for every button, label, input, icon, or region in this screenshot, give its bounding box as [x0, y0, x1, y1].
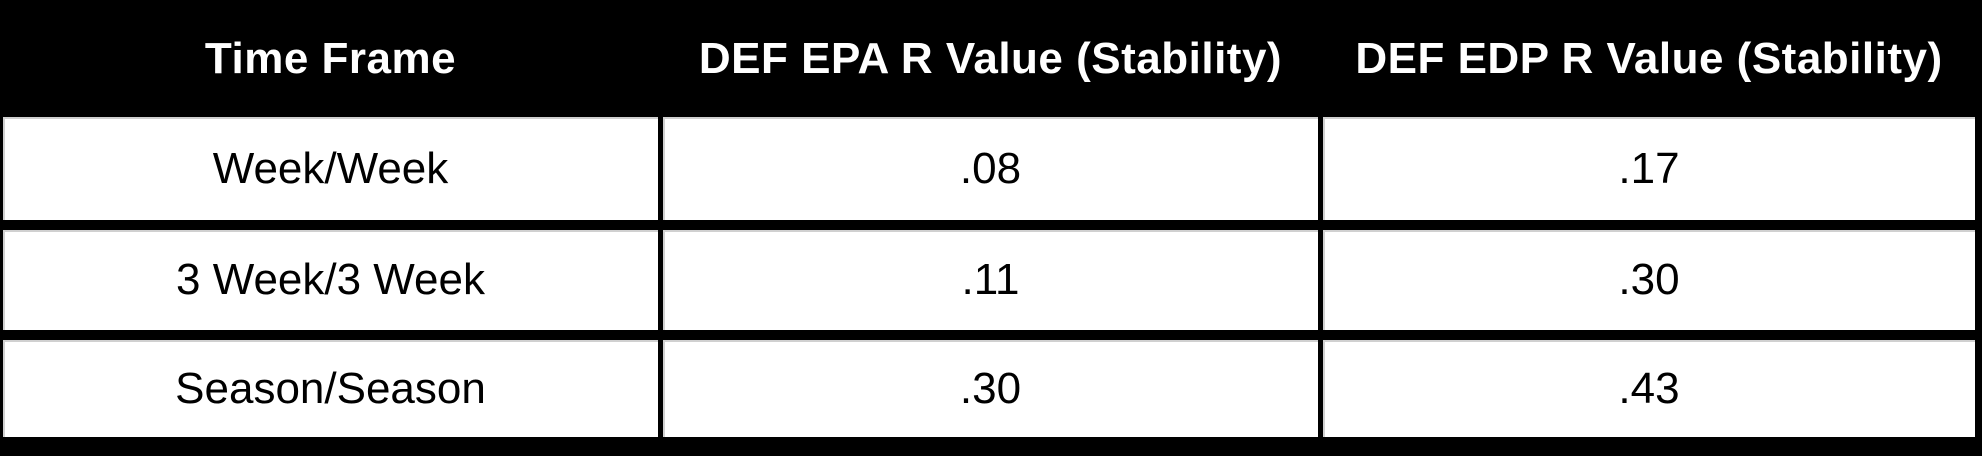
- column-header-def-edp-r-value: DEF EDP R Value (Stability): [1355, 33, 1943, 83]
- table-header-row: Time Frame DEF EPA R Value (Stability) D…: [0, 0, 1982, 117]
- cell-time-frame: Week/Week: [3, 117, 658, 220]
- cell-def-epa-r-value: .30: [663, 340, 1318, 437]
- table-row-week-week: Week/Week .08 .17: [0, 117, 1982, 220]
- cell-def-edp-r-value: .30: [1323, 230, 1975, 330]
- column-header-time-frame: Time Frame: [204, 33, 457, 83]
- cell-time-frame: 3 Week/3 Week: [3, 230, 658, 330]
- table-row-3week-3week: 3 Week/3 Week .11 .30: [0, 230, 1982, 330]
- cell-time-frame: Season/Season: [3, 340, 658, 437]
- cell-def-edp-r-value: .43: [1323, 340, 1975, 437]
- cell-def-epa-r-value: .11: [663, 230, 1318, 330]
- table-row-season-season: Season/Season .30 .43: [0, 340, 1982, 437]
- cell-def-edp-r-value: .17: [1323, 117, 1975, 220]
- column-header-def-epa-r-value: DEF EPA R Value (Stability): [698, 33, 1283, 83]
- cell-def-epa-r-value: .08: [663, 117, 1318, 220]
